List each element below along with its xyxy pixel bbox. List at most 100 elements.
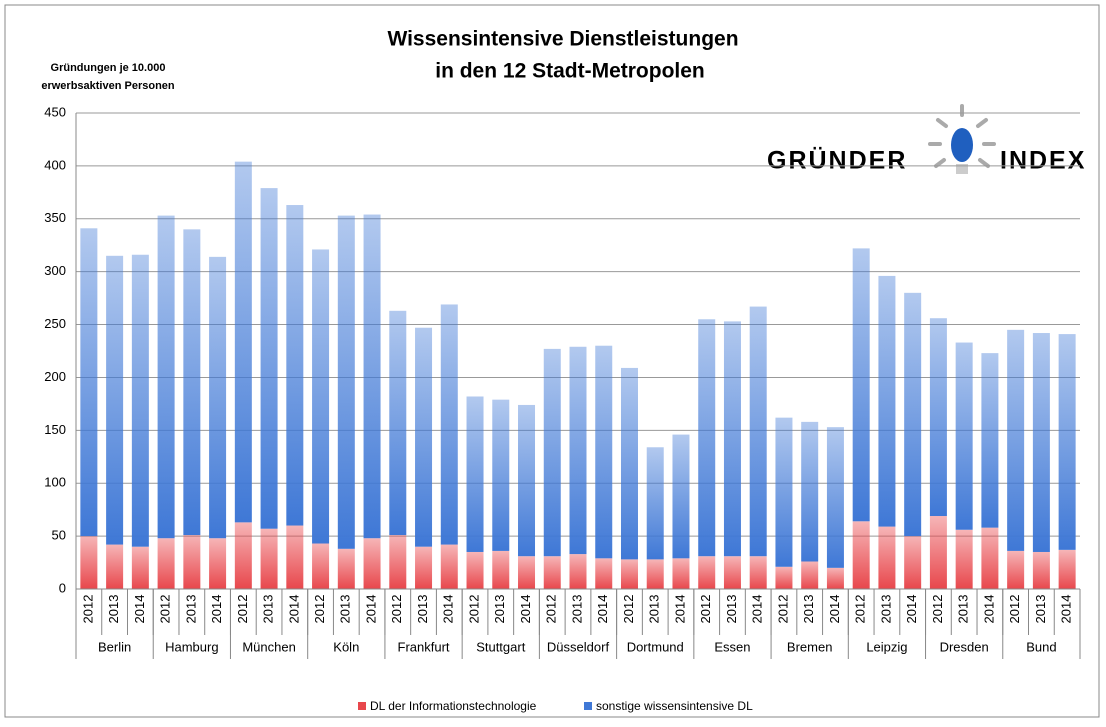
x-tick-label: 2013 xyxy=(878,595,893,624)
bar xyxy=(492,399,510,551)
y-tick-label: 0 xyxy=(59,580,66,595)
bar xyxy=(518,404,536,557)
x-tick-label: 2014 xyxy=(750,595,765,624)
bar xyxy=(466,396,484,552)
bar xyxy=(723,556,741,589)
y-tick-label: 50 xyxy=(52,528,66,543)
y-tick-label: 100 xyxy=(44,475,66,490)
x-tick-label: 2013 xyxy=(338,595,353,624)
bar xyxy=(466,551,484,589)
legend-label: sonstige wissensintensive DL xyxy=(596,699,753,713)
bar xyxy=(620,367,638,560)
x-tick-label: 2013 xyxy=(956,595,971,624)
x-tick-label: 2012 xyxy=(853,595,868,624)
bar xyxy=(363,538,381,589)
x-tick-label: 2014 xyxy=(286,595,301,624)
x-tick-label: 2012 xyxy=(698,595,713,624)
bar xyxy=(543,348,561,557)
bar xyxy=(878,526,896,589)
x-tick-label: 2013 xyxy=(106,595,121,624)
logo-text: INDEX xyxy=(1000,147,1086,175)
bar xyxy=(723,321,741,557)
bar xyxy=(260,188,278,529)
bar xyxy=(672,434,690,559)
chart-title: in den 12 Stadt-Metropolen xyxy=(435,60,705,83)
y-axis-label: Gründungen je 10.000 xyxy=(51,62,166,74)
bar xyxy=(878,275,896,527)
y-tick-label: 450 xyxy=(44,104,66,119)
bar xyxy=(286,525,304,589)
group-label: Stuttgart xyxy=(476,639,526,654)
group-label: Dortmund xyxy=(627,639,684,654)
bar xyxy=(1007,329,1025,551)
bar xyxy=(183,229,201,536)
bar xyxy=(981,353,999,528)
bar xyxy=(209,256,227,539)
x-tick-label: 2014 xyxy=(904,595,919,624)
chart-title: Wissensintensive Dienstleistungen xyxy=(387,28,738,51)
bar xyxy=(363,214,381,539)
bar xyxy=(1007,550,1025,589)
group-label: Bremen xyxy=(787,639,833,654)
x-tick-label: 2014 xyxy=(441,595,456,624)
x-tick-label: 2013 xyxy=(492,595,507,624)
bar xyxy=(775,566,793,589)
bar xyxy=(569,346,587,555)
bar xyxy=(595,558,613,589)
bar xyxy=(646,559,664,589)
bar xyxy=(1058,549,1076,589)
bar xyxy=(826,427,844,568)
bar xyxy=(234,522,252,589)
bar xyxy=(312,543,330,589)
x-tick-label: 2012 xyxy=(312,595,327,624)
legend-swatch xyxy=(584,702,592,710)
x-tick-label: 2014 xyxy=(827,595,842,624)
bar xyxy=(801,421,819,562)
bar xyxy=(852,248,870,522)
x-tick-label: 2012 xyxy=(158,595,173,624)
x-tick-label: 2013 xyxy=(647,595,662,624)
bar xyxy=(80,228,98,537)
group-label: Berlin xyxy=(98,639,131,654)
x-tick-label: 2012 xyxy=(1007,595,1022,624)
bar xyxy=(415,546,433,589)
bar xyxy=(981,527,999,589)
bar xyxy=(698,319,716,557)
x-tick-label: 2012 xyxy=(235,595,250,624)
bar xyxy=(955,342,973,530)
bar xyxy=(904,292,922,537)
bar xyxy=(775,417,793,567)
bar xyxy=(698,556,716,589)
group-label: Leipzig xyxy=(866,639,907,654)
x-tick-label: 2014 xyxy=(981,595,996,624)
x-tick-label: 2013 xyxy=(1033,595,1048,624)
x-tick-label: 2014 xyxy=(518,595,533,624)
bar xyxy=(492,550,510,589)
bar xyxy=(286,205,304,526)
bar xyxy=(260,528,278,589)
x-tick-label: 2012 xyxy=(775,595,790,624)
bar xyxy=(440,544,458,589)
bar xyxy=(131,254,149,547)
bar xyxy=(415,327,433,547)
bar xyxy=(595,345,613,559)
group-label: Hamburg xyxy=(165,639,218,654)
bar xyxy=(1058,334,1076,550)
bar xyxy=(183,535,201,589)
x-tick-label: 2014 xyxy=(363,595,378,624)
bar xyxy=(543,556,561,589)
bar xyxy=(80,536,98,589)
x-tick-label: 2013 xyxy=(724,595,739,624)
bar xyxy=(312,249,330,544)
bar xyxy=(518,556,536,589)
x-tick-label: 2013 xyxy=(569,595,584,624)
bar xyxy=(1032,333,1050,552)
y-tick-label: 250 xyxy=(44,316,66,331)
y-tick-label: 300 xyxy=(44,263,66,278)
bar xyxy=(955,529,973,589)
bar xyxy=(904,536,922,589)
y-tick-label: 150 xyxy=(44,422,66,437)
bar xyxy=(337,548,355,589)
bar xyxy=(749,306,767,557)
